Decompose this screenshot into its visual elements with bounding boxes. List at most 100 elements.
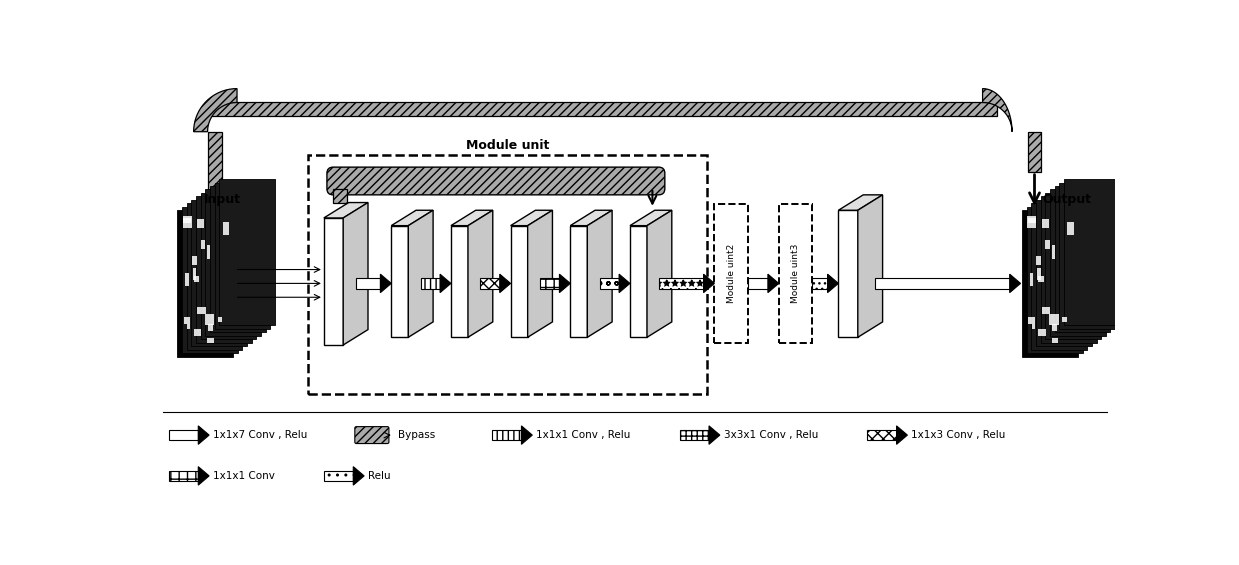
Polygon shape: [748, 278, 768, 289]
Polygon shape: [187, 203, 243, 350]
Polygon shape: [207, 338, 213, 343]
Polygon shape: [323, 202, 368, 218]
Polygon shape: [704, 274, 715, 293]
Polygon shape: [208, 324, 213, 331]
Text: Bypass: Bypass: [398, 430, 435, 440]
Polygon shape: [867, 430, 897, 441]
Polygon shape: [343, 202, 368, 345]
Polygon shape: [214, 182, 270, 329]
Polygon shape: [875, 278, 1010, 289]
Polygon shape: [510, 210, 553, 225]
Polygon shape: [1067, 222, 1074, 235]
Text: 3x3x1 Conv , Relu: 3x3x1 Conv , Relu: [724, 430, 818, 440]
Bar: [715, 204, 748, 343]
Polygon shape: [1036, 200, 1092, 346]
FancyBboxPatch shape: [354, 427, 389, 444]
Polygon shape: [192, 256, 197, 264]
Text: Module uint2: Module uint2: [726, 244, 736, 303]
Text: Module unit: Module unit: [466, 139, 549, 152]
Polygon shape: [208, 132, 222, 210]
Text: 1x1x3 Conv , Relu: 1x1x3 Conv , Relu: [911, 430, 1006, 440]
Polygon shape: [1046, 193, 1101, 339]
Polygon shape: [451, 225, 468, 337]
Polygon shape: [1027, 207, 1083, 353]
Polygon shape: [451, 210, 493, 225]
Polygon shape: [1042, 307, 1051, 314]
Polygon shape: [839, 195, 882, 210]
Polygon shape: [197, 307, 206, 314]
Polygon shape: [1052, 324, 1057, 331]
Polygon shape: [1052, 245, 1056, 259]
Polygon shape: [421, 278, 440, 289]
Polygon shape: [587, 210, 612, 337]
Polygon shape: [191, 200, 247, 346]
Polygon shape: [828, 274, 839, 293]
Polygon shape: [183, 318, 187, 324]
Polygon shape: [392, 225, 409, 337]
Polygon shape: [192, 268, 197, 280]
Polygon shape: [356, 278, 380, 289]
Polygon shape: [380, 274, 392, 293]
Polygon shape: [198, 426, 209, 444]
Polygon shape: [193, 89, 237, 132]
Polygon shape: [1027, 216, 1037, 228]
Polygon shape: [1038, 329, 1046, 336]
Polygon shape: [201, 193, 256, 339]
Polygon shape: [1027, 132, 1042, 172]
Text: 1x1x1 Conv , Relu: 1x1x1 Conv , Relu: [536, 430, 631, 440]
Polygon shape: [323, 218, 343, 345]
Polygon shape: [620, 274, 629, 293]
Polygon shape: [1037, 268, 1041, 280]
Polygon shape: [522, 426, 533, 444]
Polygon shape: [440, 274, 451, 293]
Polygon shape: [201, 241, 204, 249]
Polygon shape: [1030, 273, 1033, 286]
Polygon shape: [1049, 314, 1058, 325]
Polygon shape: [323, 471, 353, 481]
Polygon shape: [193, 276, 199, 282]
Polygon shape: [206, 189, 261, 336]
Polygon shape: [1036, 256, 1041, 264]
Polygon shape: [392, 210, 434, 225]
Polygon shape: [468, 210, 493, 337]
Polygon shape: [197, 219, 204, 228]
Polygon shape: [186, 273, 188, 286]
Polygon shape: [659, 278, 704, 289]
Polygon shape: [499, 274, 510, 293]
Polygon shape: [353, 467, 364, 485]
Polygon shape: [768, 274, 779, 293]
Polygon shape: [207, 245, 211, 259]
Polygon shape: [196, 197, 252, 343]
Polygon shape: [510, 225, 528, 337]
Polygon shape: [540, 278, 560, 289]
Polygon shape: [1031, 203, 1087, 350]
Polygon shape: [709, 426, 720, 444]
Polygon shape: [983, 89, 1012, 132]
Polygon shape: [333, 189, 347, 202]
Polygon shape: [570, 225, 587, 337]
Polygon shape: [1063, 317, 1067, 322]
Polygon shape: [183, 218, 191, 224]
Polygon shape: [1028, 218, 1036, 224]
Polygon shape: [1059, 182, 1115, 329]
Polygon shape: [1032, 316, 1035, 329]
Polygon shape: [560, 274, 570, 293]
Polygon shape: [177, 210, 233, 357]
Polygon shape: [679, 430, 709, 441]
Bar: [779, 204, 812, 343]
Polygon shape: [1042, 219, 1049, 228]
Polygon shape: [857, 195, 882, 337]
Polygon shape: [209, 186, 265, 332]
Polygon shape: [647, 210, 672, 337]
Polygon shape: [1052, 338, 1058, 343]
Polygon shape: [492, 430, 522, 441]
Polygon shape: [218, 317, 222, 322]
Polygon shape: [1022, 210, 1078, 357]
Polygon shape: [182, 216, 192, 228]
Polygon shape: [839, 210, 857, 337]
Text: 1x1x1 Conv: 1x1x1 Conv: [213, 471, 275, 481]
Polygon shape: [219, 179, 275, 325]
Polygon shape: [1038, 276, 1044, 282]
Polygon shape: [897, 426, 907, 444]
Text: Output: Output: [1042, 193, 1092, 206]
